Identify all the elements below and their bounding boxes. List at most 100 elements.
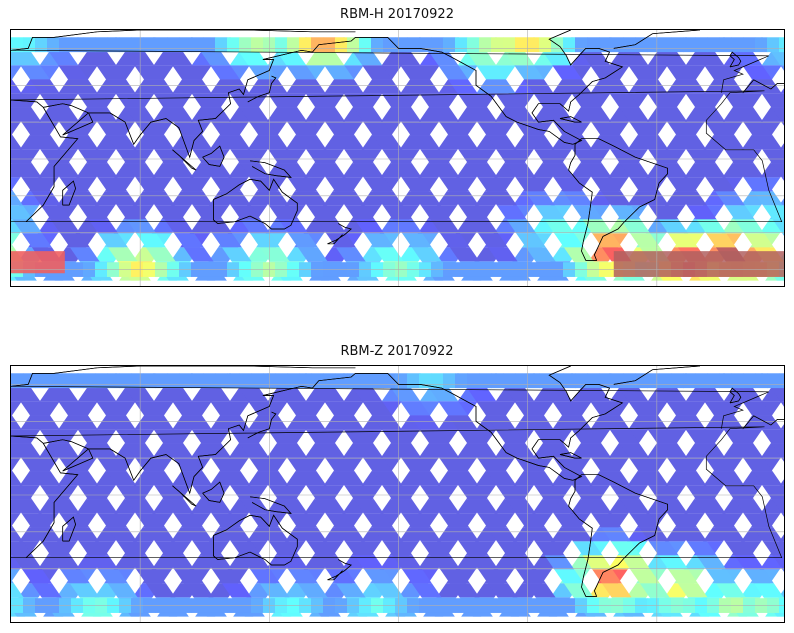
swath-segment — [438, 401, 468, 416]
swath-segment — [335, 247, 366, 262]
belt-cell — [83, 373, 96, 389]
swath-segment — [392, 219, 423, 234]
swath-segment — [353, 107, 383, 122]
belt-cell — [251, 37, 264, 53]
swath-segment — [48, 387, 79, 402]
coastline-new-zealand — [327, 559, 352, 581]
swath-segment — [495, 429, 526, 444]
swath-segment — [638, 135, 669, 150]
swath-segment — [657, 163, 688, 178]
swath-segment — [694, 51, 725, 66]
swath-segment — [400, 401, 430, 416]
belt-cell — [35, 373, 48, 389]
swath-segment — [667, 513, 698, 528]
coastline-new-guinea — [249, 160, 292, 178]
swath-segment — [780, 424, 784, 430]
belt-cell — [335, 373, 348, 389]
swath-segment — [495, 93, 526, 108]
swath-segment — [400, 121, 431, 136]
belt-cell — [683, 373, 696, 389]
swath-segment — [60, 233, 90, 248]
swath-segment — [590, 121, 621, 136]
swath-segment — [286, 401, 316, 416]
belt-cell — [467, 373, 480, 389]
belt-cell — [743, 37, 756, 53]
swath-segment — [67, 415, 98, 430]
belt-cell — [395, 373, 408, 389]
swath-segment — [286, 121, 317, 136]
coastline-europe-east — [742, 415, 784, 429]
swath-segment — [297, 247, 328, 262]
swath-segment — [183, 583, 214, 598]
swath-segment — [639, 527, 669, 542]
swath-segment — [628, 401, 658, 416]
swath-segment — [192, 541, 223, 556]
swath-segment — [487, 191, 517, 206]
swath-segment — [153, 429, 184, 444]
swath-segment — [685, 93, 716, 108]
belt-cell — [611, 373, 624, 389]
swath-segment — [563, 191, 593, 206]
swath-segment — [87, 107, 117, 122]
belt-cell — [731, 373, 744, 389]
saturated-region — [613, 251, 784, 277]
swath-segment — [145, 247, 176, 262]
swath-segment — [581, 443, 611, 458]
swath-segment — [409, 415, 440, 430]
swath-segment — [553, 177, 584, 192]
coastline-africa — [11, 99, 79, 223]
swath-segment — [295, 415, 326, 430]
swath-segment — [40, 541, 71, 556]
swath-segment — [780, 121, 784, 126]
swath-segment — [543, 499, 574, 514]
swath-segment — [86, 51, 117, 66]
swath-segment — [552, 401, 582, 416]
belt-cell — [299, 37, 312, 53]
coastline-cuba — [559, 452, 582, 459]
swath-segment — [639, 191, 669, 206]
swath-segment — [97, 177, 128, 192]
belt-cell — [575, 373, 588, 389]
swath-segment — [353, 499, 384, 514]
belt-cell — [299, 373, 312, 389]
swath-segment — [429, 107, 459, 122]
swath-segment — [344, 205, 375, 220]
swath-segment — [762, 205, 784, 220]
belt-cell — [191, 373, 204, 389]
swath-segment — [124, 51, 155, 66]
swath-segment — [352, 51, 383, 66]
swath-segment — [69, 583, 100, 598]
swath-segment — [601, 191, 631, 206]
swath-segment — [20, 457, 51, 472]
belt-cell — [275, 373, 288, 389]
swath-segment — [315, 443, 345, 458]
belt-cell — [23, 373, 36, 389]
swath-segment — [552, 65, 582, 80]
swath-segment — [761, 93, 784, 108]
map-layers — [11, 30, 784, 286]
swath-segment — [468, 555, 499, 570]
swath-segment — [78, 485, 108, 500]
swath-segment — [704, 457, 735, 472]
swath-segment — [22, 569, 52, 584]
swath-segment — [333, 415, 364, 430]
swath-segment — [780, 457, 784, 462]
swath-segment — [173, 513, 204, 528]
belt-cell — [671, 37, 684, 53]
swath-segment — [297, 527, 327, 542]
swath-segment — [136, 569, 166, 584]
swath-segment — [258, 135, 289, 150]
swath-segment — [11, 485, 32, 500]
swath-segment — [391, 499, 422, 514]
swath-segment — [181, 79, 212, 94]
map-panel-rbm-h — [10, 29, 785, 287]
swath-segment — [11, 79, 22, 94]
swath-segment — [135, 513, 166, 528]
belt-cell — [167, 373, 180, 389]
belt-cell — [131, 373, 144, 389]
swath-segment — [11, 107, 41, 122]
swath-segment — [402, 233, 432, 248]
swath-segment — [352, 387, 383, 402]
swath-segment — [619, 107, 649, 122]
swath-segment — [685, 429, 716, 444]
